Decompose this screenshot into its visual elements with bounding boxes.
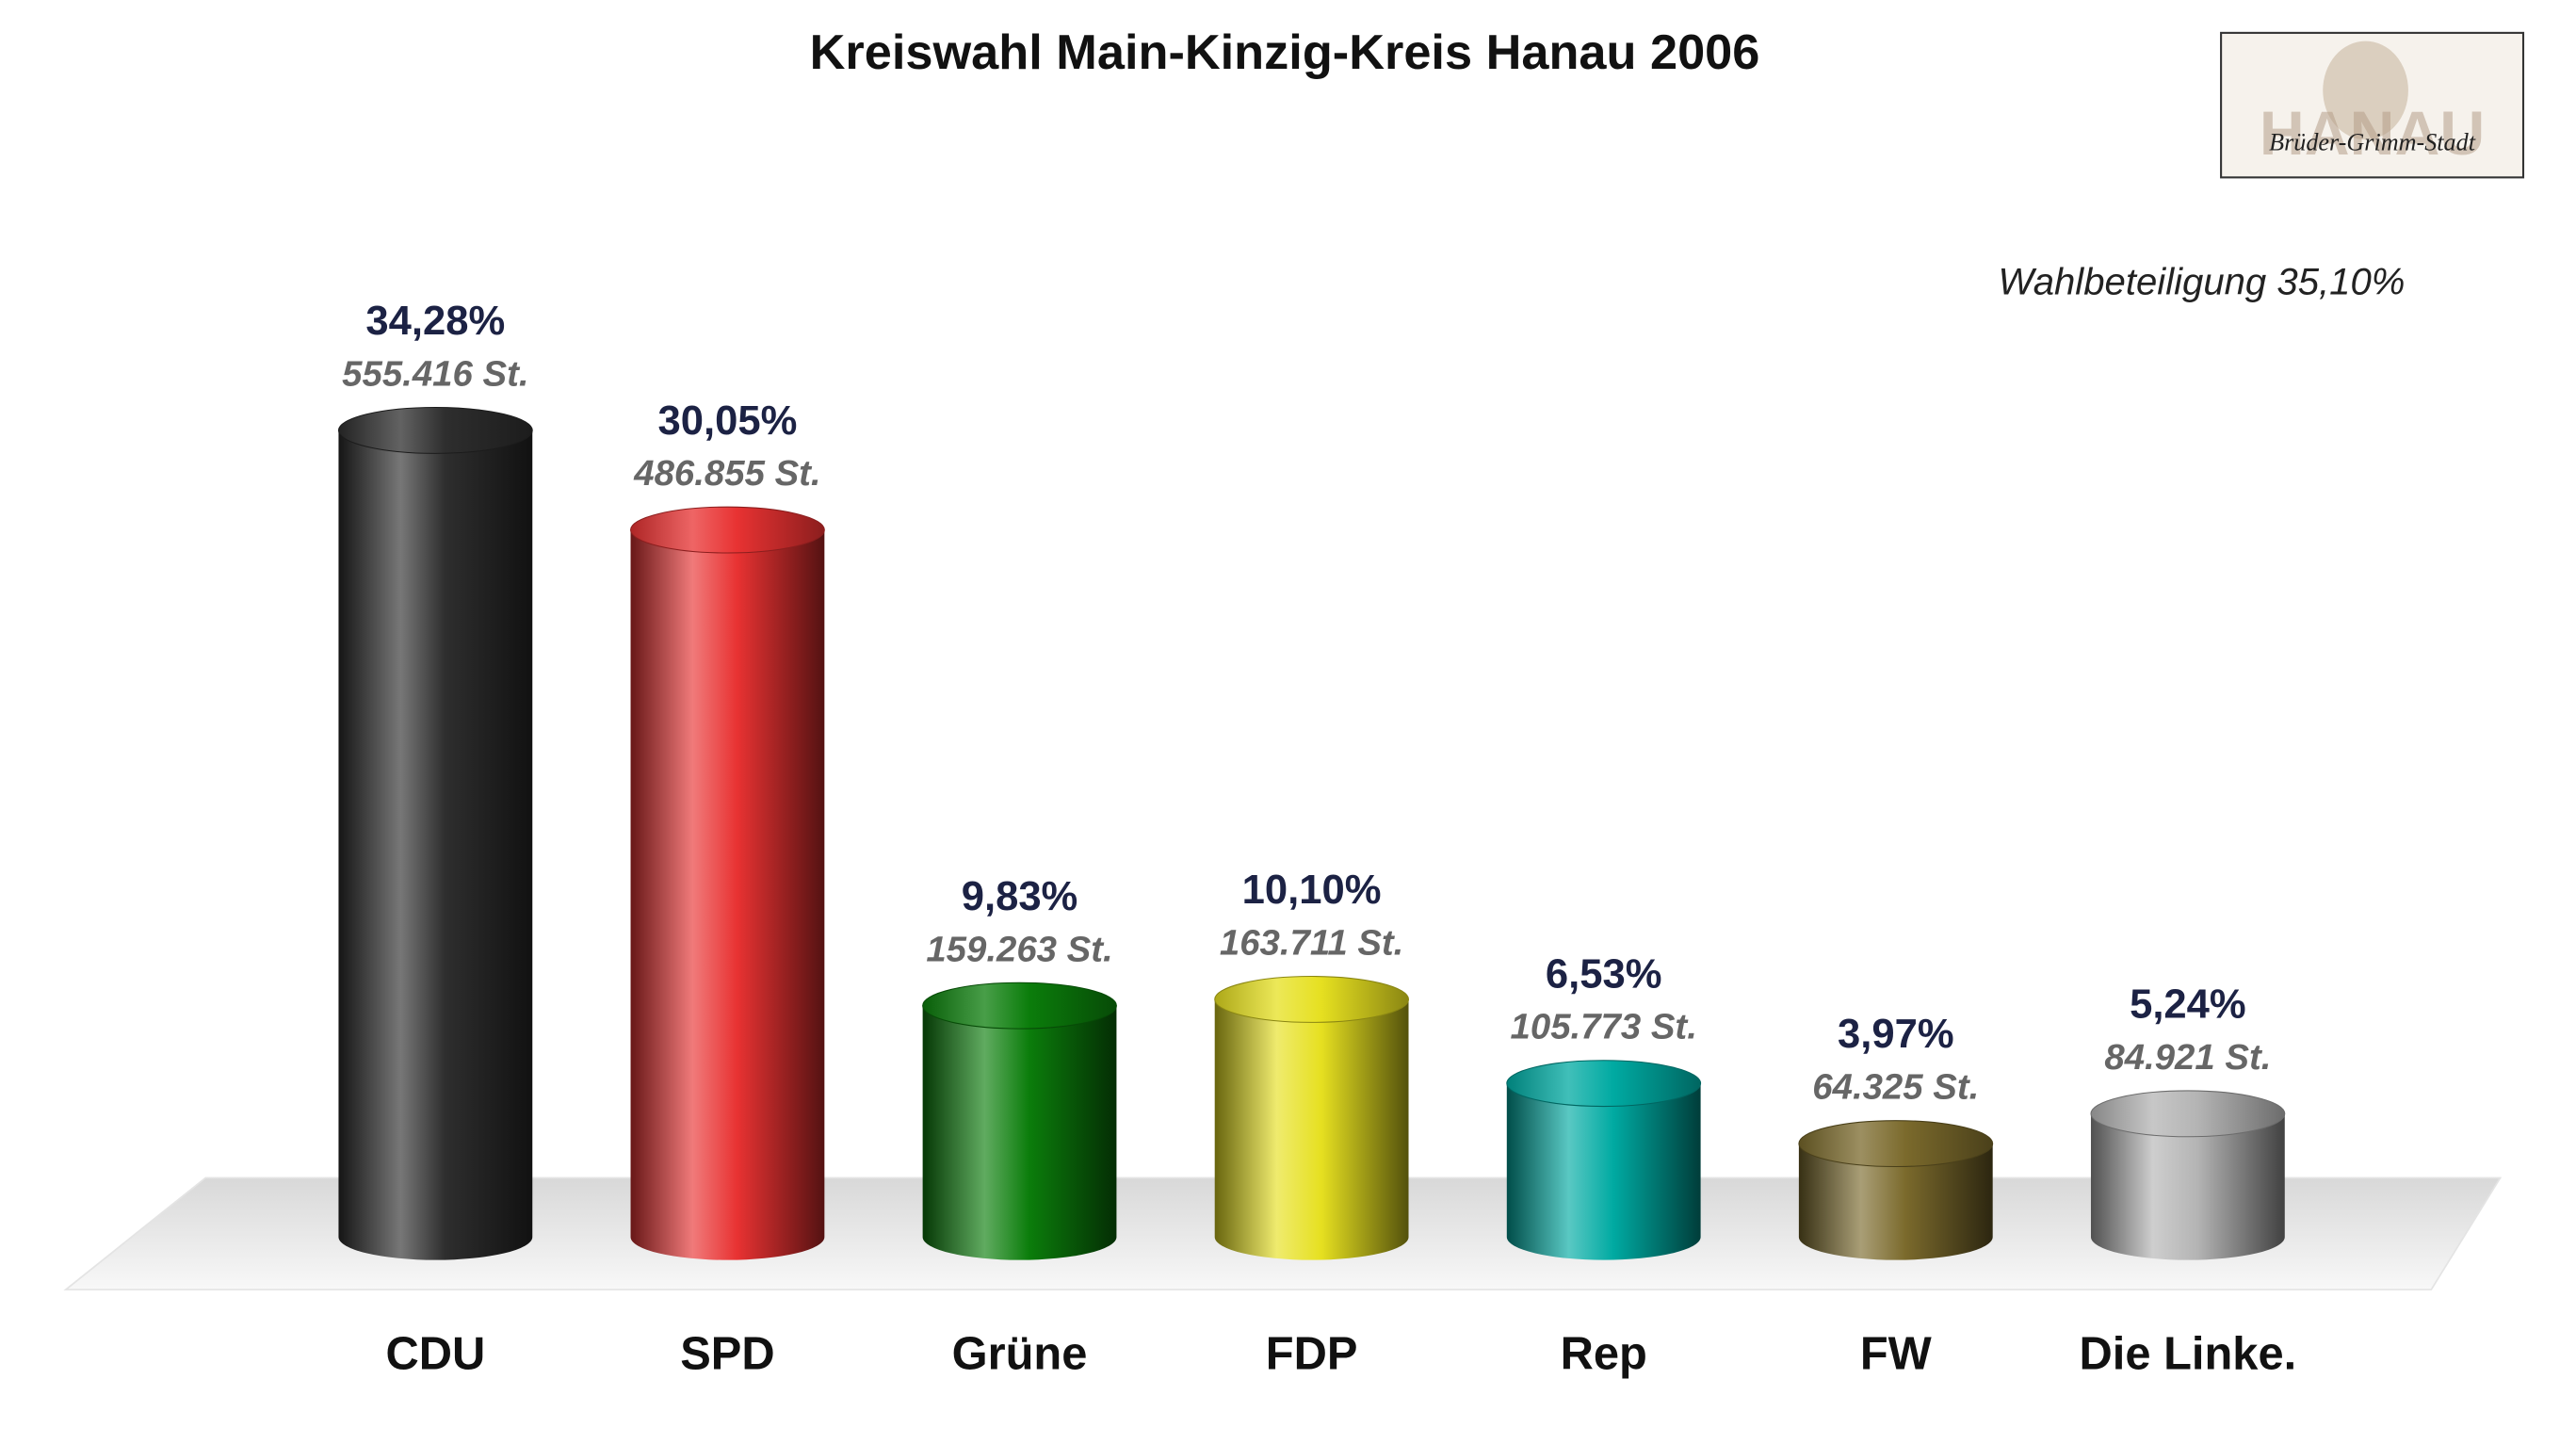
x-tick-label: Die Linke. (2080, 1328, 2297, 1379)
bar-top (922, 982, 1117, 1030)
logo-title: HANAU (2260, 99, 2485, 169)
logo-subtitle: Brüder-Grimm-Stadt (2269, 128, 2476, 155)
logo-portrait (2323, 41, 2408, 140)
bar-top (2090, 1090, 2286, 1138)
value-label: 9,83% (962, 874, 1078, 919)
votes-label: 64.325 St. (1812, 1067, 1979, 1108)
votes-label: 486.855 St. (633, 453, 820, 494)
chart-title: Kreiswahl Main-Kinzig-Kreis Hanau 2006 (810, 25, 1760, 80)
x-tick-label: FW (1860, 1328, 1933, 1379)
bar-top (1214, 976, 1410, 1023)
value-label: 10,10% (1242, 868, 1382, 913)
x-tick-label: Rep (1561, 1328, 1647, 1379)
x-tick-label: FDP (1266, 1328, 1358, 1379)
annotation: Wahlbeteiligung 35,10% (1999, 261, 2406, 302)
votes-label: 105.773 St. (1511, 1007, 1697, 1047)
bar-top (630, 506, 825, 554)
bar (1214, 998, 1409, 1260)
bar (1506, 1083, 1701, 1260)
bar (1798, 1144, 1993, 1260)
value-label: 5,24% (2130, 982, 2246, 1028)
value-label: 6,53% (1546, 951, 1662, 997)
x-tick-label: Grüne (952, 1328, 1088, 1379)
logo: HANAU Brüder-Grimm-Stadt (2220, 31, 2525, 179)
value-label: 3,97% (1838, 1012, 1954, 1057)
bar-top (337, 406, 533, 454)
bar (2090, 1113, 2285, 1260)
bar (338, 430, 533, 1260)
x-tick-label: SPD (680, 1328, 774, 1379)
votes-label: 159.263 St. (926, 929, 1112, 969)
bar-top (1798, 1120, 1994, 1168)
votes-label: 555.416 St. (342, 354, 528, 395)
bar-top (1506, 1060, 1702, 1108)
value-label: 34,28% (365, 299, 505, 344)
bar (922, 1005, 1117, 1260)
votes-label: 163.711 St. (1220, 923, 1404, 964)
votes-label: 84.921 St. (2104, 1037, 2271, 1078)
value-label: 30,05% (658, 398, 798, 444)
bar (630, 529, 825, 1260)
x-tick-label: CDU (385, 1328, 485, 1379)
